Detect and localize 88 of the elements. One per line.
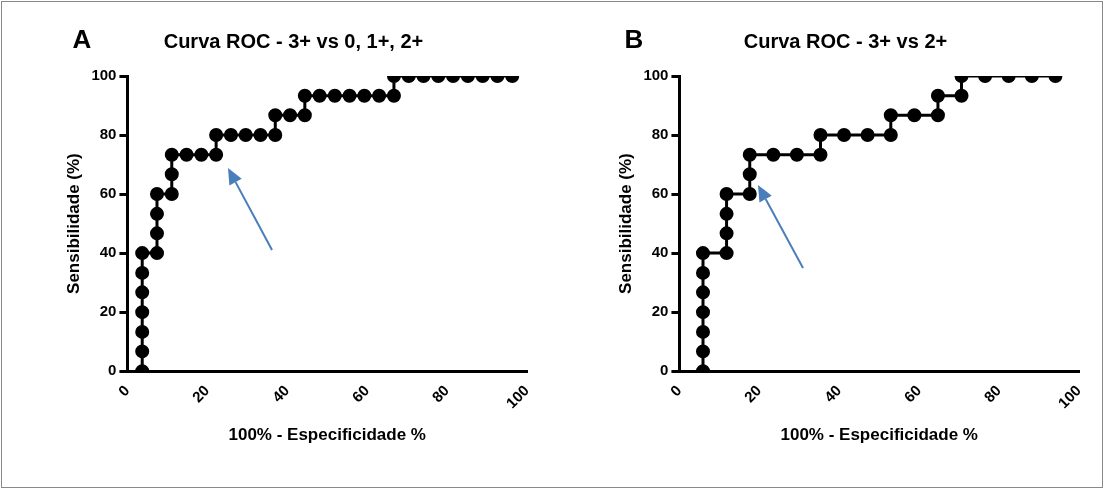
y-tick-label: 60: [99, 184, 117, 202]
point: [766, 147, 781, 162]
x-tick-label: 20: [188, 381, 213, 406]
point: [164, 147, 179, 162]
x-tick-label: 40: [268, 381, 293, 406]
point: [342, 88, 357, 103]
point: [268, 128, 283, 143]
point: [268, 108, 283, 123]
y-tick-label: 80: [99, 125, 117, 143]
point: [357, 88, 372, 103]
y-tick-label: 40: [651, 243, 669, 261]
point: [907, 108, 922, 123]
point: [164, 167, 179, 182]
y-tick-label: 0: [108, 361, 117, 379]
point: [813, 147, 828, 162]
y-tick-label: 80: [651, 125, 669, 143]
point: [930, 108, 945, 123]
point: [283, 108, 298, 123]
point: [135, 324, 150, 339]
chart-title: Curva ROC - 3+ vs 2+: [743, 29, 948, 52]
point: [719, 246, 734, 261]
point: [883, 128, 898, 143]
x-tick-label: 0: [114, 381, 133, 400]
point: [135, 285, 150, 300]
x-tick-label: 100: [502, 381, 533, 412]
chart-title: Curva ROC - 3+ vs 0, 1+, 2+: [163, 29, 424, 52]
y-axis-title: Sensibilidade (%): [615, 153, 635, 294]
point: [719, 226, 734, 241]
y-tick-label: 100: [91, 66, 117, 84]
x-axis-title: 100% - Especificidade %: [228, 425, 426, 445]
point: [386, 88, 401, 103]
point: [837, 128, 852, 143]
point: [372, 88, 387, 103]
y-tick-label: 20: [99, 302, 117, 320]
point: [297, 108, 312, 123]
point: [135, 305, 150, 320]
point: [696, 324, 710, 339]
point: [150, 246, 164, 261]
point: [135, 344, 150, 359]
text: A: [72, 24, 92, 55]
point: [209, 128, 224, 143]
x-axis-title: 100% - Especificidade %: [780, 425, 978, 445]
point: [742, 147, 757, 162]
y-tick-label: 100: [643, 66, 669, 84]
point: [150, 187, 164, 202]
x-tick-label: 0: [666, 381, 685, 400]
point: [883, 108, 898, 123]
x-tick-label: 80: [428, 381, 453, 406]
point: [209, 147, 224, 162]
point: [696, 305, 710, 320]
point: [150, 206, 164, 221]
point: [194, 147, 209, 162]
point: [135, 246, 150, 261]
point: [954, 88, 969, 103]
point: [696, 344, 710, 359]
point: [719, 187, 734, 202]
x-tick-label: 60: [348, 381, 373, 406]
point: [312, 88, 327, 103]
point: [742, 187, 757, 202]
y-tick-label: 0: [660, 361, 669, 379]
y-axis-title: Sensibilidade (%): [63, 153, 83, 294]
point: [860, 128, 875, 143]
point: [789, 147, 804, 162]
point: [164, 187, 179, 202]
point: [179, 147, 194, 162]
y-tick-label: 60: [651, 184, 669, 202]
point: [813, 128, 828, 143]
y-tick-label: 40: [99, 243, 117, 261]
y-tick-label: 20: [651, 302, 669, 320]
x-tick-label: 80: [980, 381, 1005, 406]
x-tick-label: 20: [740, 381, 765, 406]
text: B: [624, 24, 644, 55]
x-tick-label: 100: [1054, 381, 1085, 412]
point: [327, 88, 342, 103]
point: [742, 167, 757, 182]
point: [696, 285, 710, 300]
point: [719, 206, 734, 221]
point: [253, 128, 268, 143]
point: [930, 88, 945, 103]
point: [238, 128, 253, 143]
point: [297, 88, 312, 103]
point: [696, 246, 710, 261]
point: [696, 265, 710, 280]
point: [135, 265, 150, 280]
point: [223, 128, 238, 143]
point: [150, 226, 164, 241]
x-tick-label: 40: [820, 381, 845, 406]
x-tick-label: 60: [900, 381, 925, 406]
